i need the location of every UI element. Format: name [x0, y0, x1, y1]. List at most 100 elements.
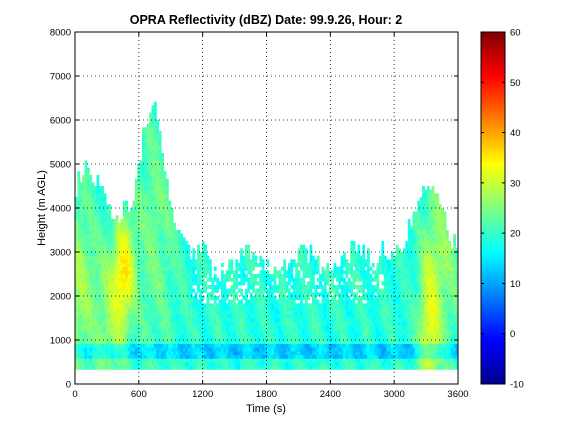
heatmap-cell	[335, 285, 339, 290]
heatmap-cell	[204, 347, 208, 352]
heatmap-cell	[271, 354, 275, 359]
heatmap-cell	[285, 362, 289, 367]
heatmap-cell	[237, 354, 241, 359]
heatmap-cell	[362, 296, 366, 301]
heatmap-cell	[156, 285, 160, 290]
heatmap-cell	[204, 358, 208, 363]
heatmap-cell	[371, 318, 375, 323]
heatmap-cell	[189, 263, 193, 268]
heatmap-cell	[130, 241, 133, 246]
heatmap-cell	[79, 233, 83, 238]
heatmap-cell	[393, 307, 397, 312]
heatmap-cell	[357, 296, 361, 301]
heatmap-cell	[192, 314, 196, 319]
heatmap-cell	[187, 303, 191, 308]
heatmap-cell	[333, 325, 337, 330]
heatmap-cell	[388, 347, 392, 352]
heatmap-cell	[132, 362, 136, 367]
heatmap-cell	[295, 274, 299, 279]
heatmap-cell	[108, 347, 112, 352]
heatmap-cell	[247, 354, 251, 359]
heatmap-cell	[314, 318, 318, 323]
heatmap-cell	[199, 281, 203, 286]
heatmap-cell	[94, 226, 97, 231]
heatmap-cell	[153, 237, 157, 242]
heatmap-cell	[280, 336, 284, 341]
heatmap-cell	[103, 307, 107, 312]
heatmap-cell	[230, 288, 234, 293]
heatmap-cell	[242, 274, 246, 279]
heatmap-cell	[304, 354, 308, 359]
heatmap-cell	[115, 215, 119, 220]
heatmap-cell	[288, 325, 291, 330]
heatmap-cell	[244, 314, 248, 319]
heatmap-cell	[355, 314, 358, 319]
heatmap-cell	[163, 222, 167, 227]
heatmap-cell	[142, 160, 145, 165]
heatmap-cell	[283, 307, 287, 312]
heatmap-cell	[101, 321, 105, 326]
heatmap-cell	[106, 296, 109, 301]
heatmap-cell	[149, 318, 152, 323]
heatmap-cell	[134, 303, 138, 308]
heatmap-cell	[163, 288, 167, 293]
heatmap-cell	[364, 318, 368, 323]
heatmap-cell	[405, 325, 409, 330]
heatmap-cell	[362, 259, 366, 264]
heatmap-cell	[185, 299, 188, 304]
heatmap-cell	[158, 131, 162, 136]
heatmap-cell	[173, 321, 176, 326]
heatmap-cell	[398, 281, 401, 286]
heatmap-cell	[211, 365, 215, 370]
heatmap-cell	[405, 329, 409, 334]
heatmap-cell	[108, 336, 112, 341]
heatmap-cell	[302, 281, 306, 286]
heatmap-cell	[125, 248, 129, 253]
heatmap-cell	[288, 343, 291, 348]
heatmap-cell	[379, 266, 382, 271]
heatmap-cell	[163, 244, 167, 249]
heatmap-cell	[127, 351, 131, 356]
heatmap-cell	[319, 358, 322, 363]
heatmap-cell	[288, 336, 291, 341]
heatmap-cell	[115, 340, 119, 345]
heatmap-cell	[379, 358, 382, 363]
heatmap-cell	[153, 329, 157, 334]
heatmap-cell	[106, 259, 109, 264]
heatmap-cell	[242, 263, 246, 268]
heatmap-cell	[197, 263, 200, 268]
heatmap-cell	[340, 285, 344, 290]
heatmap-cell	[156, 259, 160, 264]
heatmap-cell	[115, 285, 119, 290]
heatmap-cell	[79, 343, 83, 348]
heatmap-cell	[144, 244, 148, 249]
heatmap-cell	[371, 299, 375, 304]
heatmap-cell	[94, 365, 97, 370]
heatmap-cell	[153, 222, 157, 227]
heatmap-cell	[144, 145, 148, 150]
heatmap-cell	[381, 263, 385, 268]
heatmap-cell	[295, 263, 299, 268]
heatmap-cell	[216, 296, 220, 301]
heatmap-cell	[352, 255, 356, 260]
heatmap-cell	[187, 263, 191, 268]
heatmap-cell	[199, 259, 203, 264]
heatmap-cell	[225, 277, 229, 282]
heatmap-cell	[357, 263, 361, 268]
heatmap-cell	[151, 255, 155, 260]
heatmap-cell	[326, 277, 330, 282]
heatmap-cell	[225, 318, 229, 323]
heatmap-cell	[113, 252, 117, 257]
heatmap-cell	[113, 263, 117, 268]
heatmap-cell	[357, 255, 361, 260]
heatmap-cell	[402, 292, 406, 297]
heatmap-cell	[197, 332, 200, 337]
heatmap-cell	[386, 362, 389, 367]
heatmap-cell	[137, 171, 141, 176]
heatmap-cell	[311, 362, 315, 367]
heatmap-cell	[352, 321, 356, 326]
heatmap-cell	[153, 255, 157, 260]
heatmap-cell	[86, 226, 90, 231]
heatmap-cell	[242, 365, 246, 370]
heatmap-cell	[96, 347, 100, 352]
